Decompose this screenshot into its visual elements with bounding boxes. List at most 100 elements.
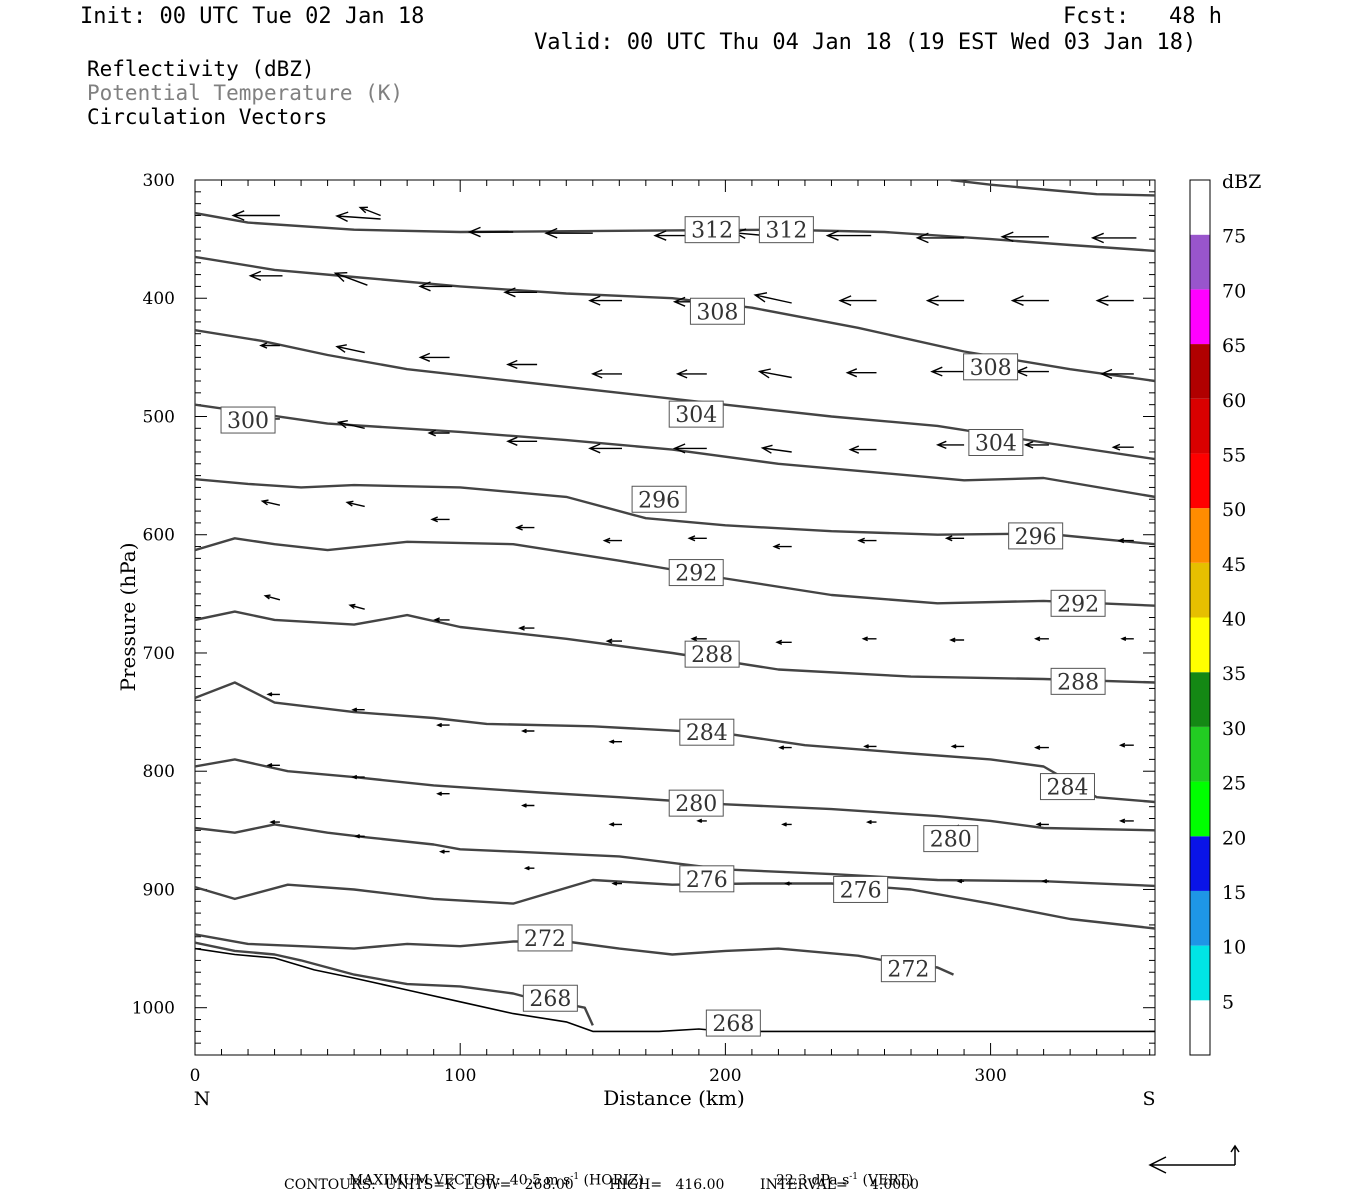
footer-contours: CONTOURS: UNITS=K LOW= 268.00 HIGH= 416.…	[284, 1177, 919, 1193]
colorbar-segment	[1190, 344, 1210, 399]
contour-label: 276	[840, 878, 882, 903]
colorbar-segment	[1190, 617, 1210, 673]
contour-label-box	[833, 875, 889, 903]
circulation-vector	[521, 728, 535, 734]
contour-label-box	[522, 984, 578, 1012]
reference-vector-arrow	[1148, 1144, 1240, 1174]
y-tick-label: 700	[143, 644, 175, 664]
circulation-vector	[825, 230, 872, 241]
north-label: N	[194, 1088, 211, 1110]
circulation-vector	[506, 436, 538, 446]
footer-vert: 22.3 dPa s-1 (VERT)	[767, 1159, 913, 1188]
contour-label-box	[668, 400, 724, 428]
colorbar-frame	[1189, 179, 1211, 1056]
colorbar-segment	[1190, 781, 1210, 837]
circulation-vector	[248, 270, 283, 281]
colorbar-segment	[1190, 234, 1210, 290]
circulation-vector	[1010, 295, 1049, 306]
circulation-vector	[259, 342, 280, 349]
contour-label: 292	[1057, 592, 1099, 617]
contour-label-box	[758, 216, 814, 244]
circulation-vector	[1000, 231, 1049, 243]
theta-contour	[195, 211, 1155, 253]
circulation-vector	[611, 881, 622, 886]
circulation-vector	[591, 369, 622, 379]
circulation-vector	[348, 603, 365, 610]
circulation-vector	[602, 537, 622, 544]
circulation-vector	[515, 524, 535, 531]
theta-contour	[195, 537, 1155, 607]
y-tick-label: 900	[143, 880, 175, 900]
contour-label-box	[923, 825, 979, 853]
circulation-vector	[775, 639, 792, 645]
colorbar-segment	[1190, 890, 1210, 946]
circulation-vector	[1034, 636, 1049, 642]
y-tick-label: 300	[143, 171, 175, 191]
contour-label-box	[1008, 522, 1064, 550]
init-time: Init: 00 UTC Tue 02 Jan 18	[80, 4, 425, 29]
vert-value-text: 22.3 dPa s	[775, 1172, 850, 1189]
circulation-vector	[1099, 368, 1134, 379]
circulation-vector	[1023, 441, 1049, 449]
circulation-vector	[523, 865, 535, 871]
circulation-vector	[503, 287, 538, 298]
x-axis-label: Distance (km)	[603, 1086, 745, 1110]
unit-exponent: -1	[849, 1172, 859, 1182]
circulation-vector	[838, 295, 877, 306]
y-tick-label: 400	[143, 289, 175, 309]
colorbar-tick-label: 15	[1222, 882, 1246, 904]
circulation-vector	[544, 227, 593, 239]
contour-label: 312	[765, 219, 807, 244]
circulation-vector	[690, 636, 707, 642]
circulation-vector	[675, 369, 707, 379]
contour-label: 280	[930, 828, 972, 853]
circulation-vector	[231, 210, 280, 221]
contour-label-box	[968, 429, 1024, 456]
circulation-vector	[925, 295, 965, 306]
colorbar-tick-label: 25	[1222, 773, 1246, 795]
circulation-vector	[1034, 745, 1049, 751]
circulation-vector	[608, 739, 622, 744]
contour-label: 308	[696, 300, 738, 325]
circulation-vector	[950, 744, 965, 749]
contour-label-box	[668, 789, 724, 817]
contour-label-box	[679, 718, 735, 746]
circulation-vector	[857, 537, 877, 544]
colorbar-segment	[1190, 508, 1210, 563]
circulation-vector	[605, 638, 622, 644]
circulation-vector	[266, 763, 280, 768]
circulation-vector	[335, 344, 365, 354]
colorbar-segment	[1190, 453, 1210, 509]
contour-label: 312	[691, 219, 733, 244]
legend-reflectivity: Reflectivity (dBZ)	[87, 57, 315, 81]
circulation-vector	[861, 636, 877, 642]
colorbar-title: dBZ	[1222, 171, 1261, 193]
x-tick-label: 200	[709, 1066, 741, 1086]
contour-label-box	[631, 485, 687, 513]
plot-frame	[194, 179, 1156, 1056]
circulation-vector	[266, 692, 280, 697]
contour-label: 308	[970, 356, 1012, 381]
circulation-vector	[433, 617, 450, 623]
contour-label: 288	[1057, 670, 1099, 695]
x-tick-label: 100	[444, 1066, 476, 1086]
circulation-vector	[518, 625, 535, 631]
circulation-vector	[336, 420, 365, 429]
circulation-vector	[467, 226, 514, 238]
circulation-vector	[345, 500, 365, 508]
theta-contour	[195, 610, 1155, 684]
circulation-vector	[944, 535, 965, 542]
colorbar-tick-label: 30	[1222, 718, 1246, 740]
colorbar-segment	[1190, 672, 1210, 727]
circulation-vector	[757, 368, 792, 379]
circulation-vector	[1111, 443, 1134, 451]
max-vector-text: MAXIMUM VECTOR: 40.5 m s	[348, 1172, 571, 1189]
circulation-vector	[269, 819, 280, 825]
colorbar-tick-label: 35	[1222, 663, 1246, 685]
circulation-vector	[1120, 636, 1134, 642]
circulation-vector	[260, 499, 281, 506]
circulation-vector	[588, 443, 622, 454]
colorbar-segment	[1190, 726, 1210, 782]
colorbar-tick-label: 10	[1222, 937, 1246, 959]
